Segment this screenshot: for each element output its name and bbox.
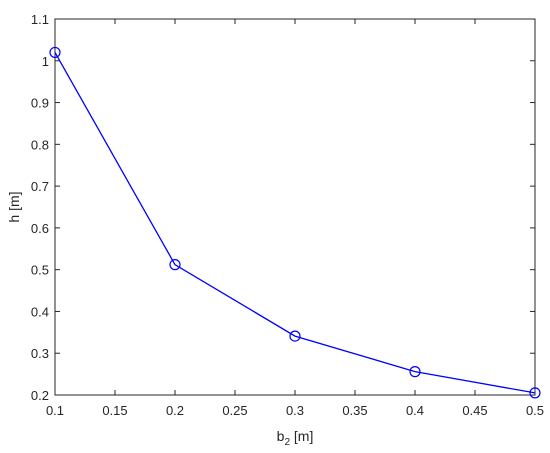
x-axis-label: b2 [m]	[277, 428, 314, 448]
x-tick-label: 0.45	[462, 403, 487, 418]
x-axis-label-subscript: 2	[284, 437, 290, 448]
y-tick-label: 0.5	[31, 263, 49, 278]
y-tick-label: 0.6	[31, 221, 49, 236]
x-tick-label: 0.3	[286, 403, 304, 418]
plot-area	[54, 18, 536, 396]
y-tick-label: 0.4	[31, 304, 49, 319]
x-tick-label: 0.35	[342, 403, 367, 418]
x-tick-label: 0.15	[102, 403, 127, 418]
data-point	[289, 330, 301, 342]
x-axis-ticks: 0.1 0.15 0.2 0.25 0.3 0.35 0.4 0.45 0.5	[46, 19, 544, 418]
y-tick-label: 0.3	[31, 346, 49, 361]
data-point	[529, 387, 541, 399]
data-point	[409, 366, 421, 378]
x-axis-label-unit: [m]	[290, 428, 313, 444]
y-tick-label: 0.9	[31, 96, 49, 111]
x-tick-label: 0.25	[222, 403, 247, 418]
series-group	[49, 46, 541, 399]
data-point	[49, 46, 61, 59]
series-line	[54, 52, 536, 394]
y-tick-label: 1	[42, 54, 49, 69]
y-tick-label: 0.2	[31, 388, 49, 403]
y-tick-label: 0.8	[31, 137, 49, 152]
x-tick-label: 0.4	[406, 403, 424, 418]
x-axis-label-main: b	[277, 428, 285, 444]
y-tick-label: 0.7	[31, 179, 49, 194]
y-tick-label: 1.1	[31, 12, 49, 27]
x-tick-label: 0.2	[166, 403, 184, 418]
data-point	[169, 259, 181, 271]
x-tick-label: 0.1	[46, 403, 64, 418]
y-axis-ticks: 0.2 0.3 0.4 0.5 0.6 0.7 0.8 0.9 1 1.1	[31, 12, 535, 403]
y-axis-label: h [m]	[6, 191, 22, 222]
x-tick-label: 0.5	[526, 403, 544, 418]
